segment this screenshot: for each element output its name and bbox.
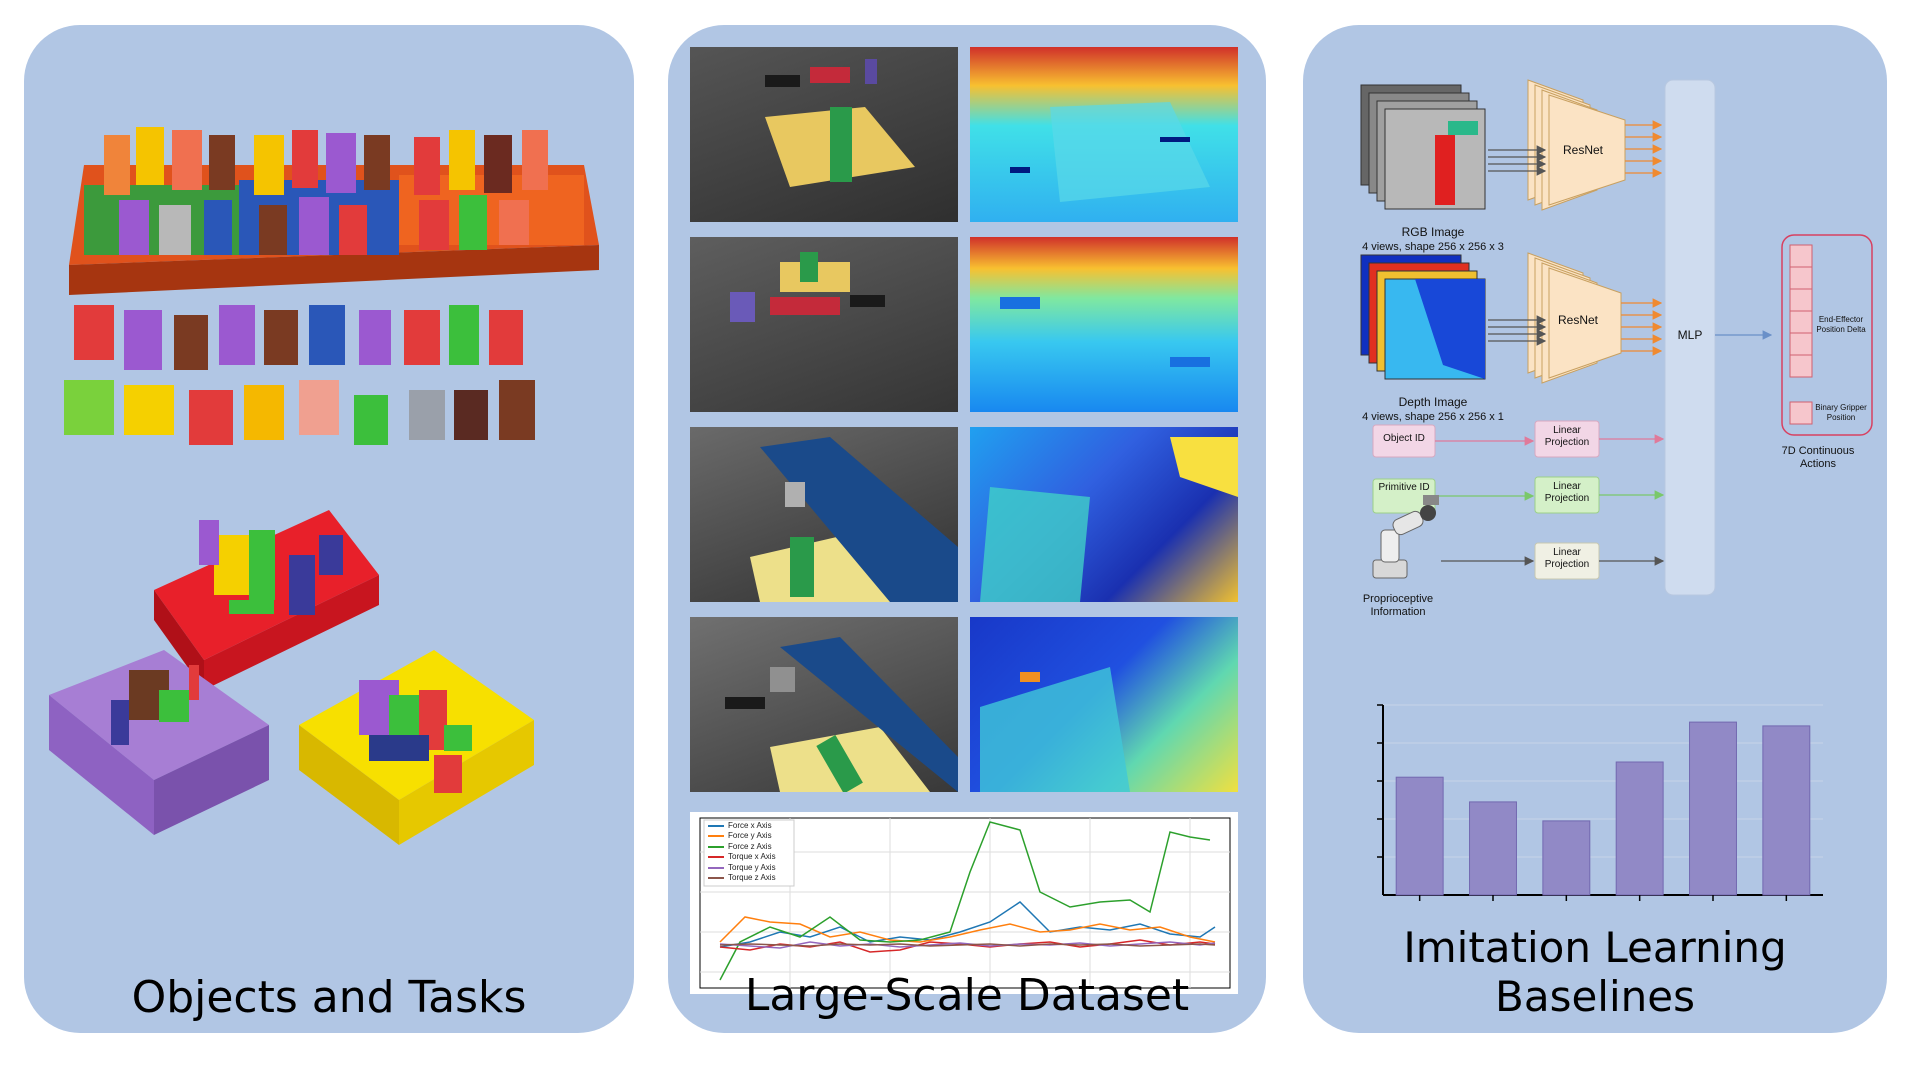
bar [1689, 721, 1737, 896]
ft-legend-item: Force z Axis [708, 842, 776, 852]
rgb-frame-2 [690, 237, 958, 412]
linear-projection-2: Linear Projection [1544, 481, 1590, 504]
baselines-panel: RGB Image 4 views, shape 256 x 256 x 3 D… [1303, 25, 1887, 1033]
depth-frame-1 [970, 47, 1238, 222]
linear-projection-3: Linear Projection [1544, 547, 1590, 570]
architecture-diagram [1360, 79, 1873, 596]
dataset-panel: Force x Axis Force y Axis Force z Axis T… [668, 25, 1266, 1033]
resnet-rgb-label: ResNet [1562, 143, 1603, 157]
ft-legend-item: Torque x Axis [708, 852, 776, 862]
dataset-title: Large-Scale Dataset [744, 970, 1190, 1021]
depth-shape-label: 4 views, shape 256 x 256 x 1 [1362, 411, 1504, 423]
depth-frame-3 [970, 427, 1238, 602]
object-id-label: Object ID [1383, 433, 1425, 444]
bar [1762, 725, 1811, 896]
linear-projection-1: Linear Projection [1544, 425, 1590, 448]
rgb-frame-1 [690, 47, 958, 222]
depth-frame-4 [970, 617, 1238, 792]
depth-image-label: Depth Image [1398, 395, 1468, 409]
robot-arm-icon [1372, 495, 1439, 579]
gripper-label: Binary Gripper Position [1815, 403, 1867, 422]
proprio-label: Proprioceptive Information [1362, 593, 1434, 619]
rgb-frame-4 [690, 617, 958, 792]
rgb-shape-label: 4 views, shape 256 x 256 x 3 [1362, 241, 1504, 253]
ft-legend-item: Force y Axis [708, 831, 776, 841]
resnet-depth-label: ResNet [1557, 313, 1598, 327]
baselines-title: Imitation Learning Baselines [1403, 923, 1787, 1021]
bar [1395, 776, 1444, 896]
assembly-boards-illustration [49, 510, 534, 845]
primitive-id-label: Primitive ID [1378, 482, 1430, 493]
objects-panel: Objects and Tasks [24, 25, 634, 1033]
ee-delta-label: End-Effector Position Delta [1816, 315, 1866, 334]
object-set-illustration [64, 127, 599, 445]
ft-legend-item: Torque z Axis [708, 873, 776, 883]
bar [1615, 761, 1664, 896]
ft-legend-item: Force x Axis [708, 821, 776, 831]
ft-legend: Force x Axis Force y Axis Force z Axis T… [708, 821, 776, 883]
success-rate-bar-chart [1377, 704, 1823, 901]
depth-frame-2 [970, 237, 1238, 412]
rgb-image-label: RGB Image [1401, 225, 1465, 239]
bar [1469, 801, 1517, 896]
force-torque-plot: Force x Axis Force y Axis Force z Axis T… [690, 812, 1238, 994]
rgb-frame-3 [690, 427, 958, 602]
ft-legend-item: Torque y Axis [708, 863, 776, 873]
objects-title: Objects and Tasks [131, 972, 527, 1023]
bar [1542, 820, 1591, 896]
actions-label: 7D Continuous Actions [1781, 445, 1855, 471]
mlp-label: MLP [1677, 328, 1703, 342]
